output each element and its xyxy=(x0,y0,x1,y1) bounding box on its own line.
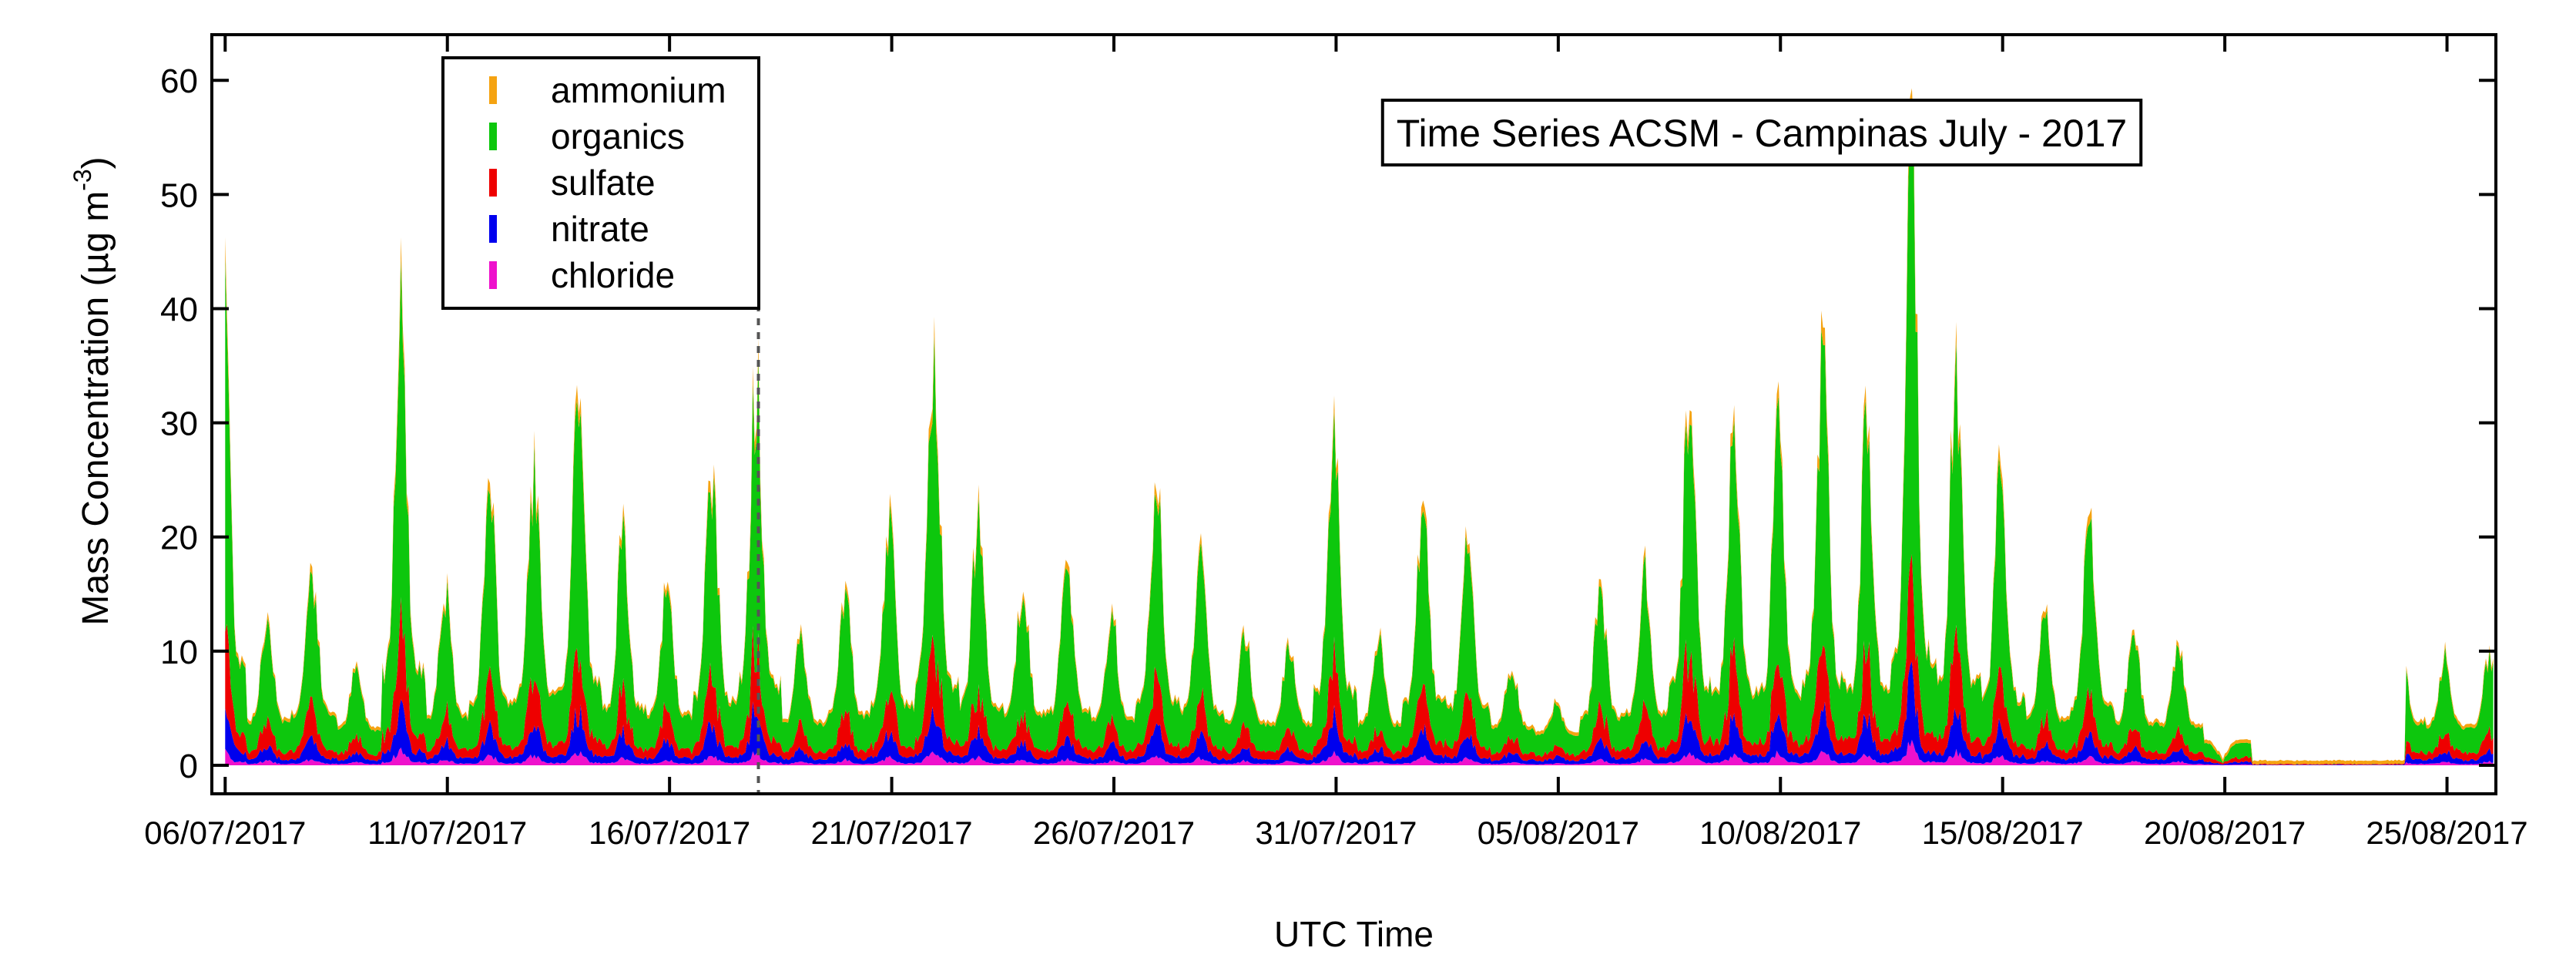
legend-swatch-ammonium xyxy=(489,76,497,104)
y-axis-label: Mass Concentration (µg m-3) xyxy=(69,156,116,625)
chart-title: Time Series ACSM - Campinas July - 2017 xyxy=(1397,112,2127,155)
y-tick-label: 60 xyxy=(160,62,198,100)
legend-swatch-chloride xyxy=(489,261,497,289)
y-tick-label: 40 xyxy=(160,291,198,328)
x-tick-label: 06/07/2017 xyxy=(144,815,306,851)
y-axis-label-superscript: -3 xyxy=(69,169,96,190)
legend-label-sulfate: sulfate xyxy=(551,163,656,203)
axes: 0 10 20 30 40 50 60 06/07/2017 11/07/2017 16/07/2… xyxy=(144,35,2528,851)
x-tick-label: 21/07/2017 xyxy=(810,815,972,851)
x-tick-label: 11/07/2017 xyxy=(367,815,527,851)
legend-label-chloride: chloride xyxy=(551,255,675,295)
x-tick-label: 15/08/2017 xyxy=(1922,815,2084,851)
legend-swatch-organics xyxy=(489,123,497,150)
area-sulfate xyxy=(225,554,2494,765)
title-box: Time Series ACSM - Campinas July - 2017 xyxy=(1380,99,2143,166)
x-tick-label: 26/07/2017 xyxy=(1033,815,1195,851)
legend-label-organics: organics xyxy=(551,116,685,156)
y-tick-label: 20 xyxy=(160,519,198,557)
stacked-areas xyxy=(225,88,2494,765)
y-tick-label: 0 xyxy=(179,748,198,785)
legend-label-ammonium: ammonium xyxy=(551,70,726,110)
title-frame xyxy=(1380,99,2143,166)
x-axis-label: UTC Time xyxy=(1274,914,1434,954)
legend: ammonium organics sulfate nitrate chloride xyxy=(441,56,760,310)
x-tick-label: 05/08/2017 xyxy=(1478,815,1639,851)
legend-swatch-sulfate xyxy=(489,169,497,197)
y-axis-label-main: Mass Concentration (µg m xyxy=(75,191,116,626)
legend-label-nitrate: nitrate xyxy=(551,209,649,249)
x-tick-label: 25/08/2017 xyxy=(2366,815,2527,851)
x-tick-label: 16/07/2017 xyxy=(589,815,750,851)
y-tick-label: 50 xyxy=(160,176,198,214)
plot-frame xyxy=(210,33,2497,795)
x-tick-label: 31/07/2017 xyxy=(1255,815,1417,851)
y-tick-label: 10 xyxy=(160,634,198,671)
legend-swatch-nitrate xyxy=(489,215,497,243)
y-tick-label: 30 xyxy=(160,405,198,443)
area-chloride xyxy=(225,739,2494,765)
x-tick-label: 10/08/2017 xyxy=(1699,815,1861,851)
area-nitrate xyxy=(225,661,2494,765)
x-tick-label: 20/08/2017 xyxy=(2144,815,2306,851)
area-organics xyxy=(225,115,2494,765)
y-axis-label-close: ) xyxy=(75,156,116,169)
